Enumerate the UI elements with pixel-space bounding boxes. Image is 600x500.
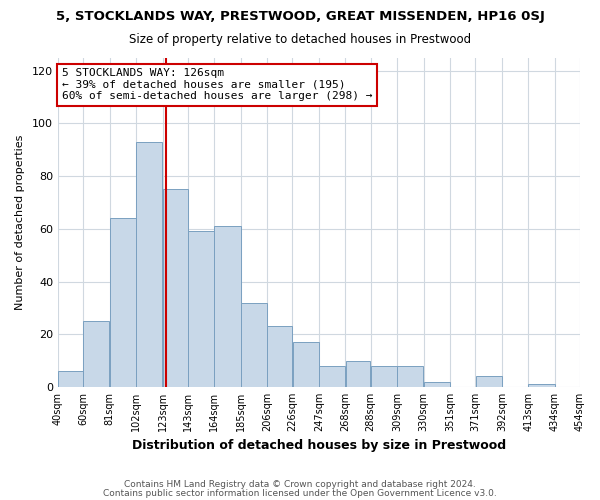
- Bar: [214, 226, 241, 387]
- Bar: [346, 360, 370, 387]
- Text: Size of property relative to detached houses in Prestwood: Size of property relative to detached ho…: [129, 32, 471, 46]
- Text: Contains HM Land Registry data © Crown copyright and database right 2024.: Contains HM Land Registry data © Crown c…: [124, 480, 476, 489]
- Bar: [319, 366, 345, 387]
- Bar: [268, 326, 292, 387]
- Bar: [476, 376, 502, 387]
- Bar: [397, 366, 424, 387]
- Y-axis label: Number of detached properties: Number of detached properties: [15, 134, 25, 310]
- Bar: [293, 342, 319, 387]
- Bar: [424, 382, 450, 387]
- Text: 5, STOCKLANDS WAY, PRESTWOOD, GREAT MISSENDEN, HP16 0SJ: 5, STOCKLANDS WAY, PRESTWOOD, GREAT MISS…: [56, 10, 544, 23]
- Bar: [188, 232, 214, 387]
- Bar: [136, 142, 163, 387]
- Bar: [371, 366, 397, 387]
- Bar: [83, 321, 109, 387]
- Bar: [163, 190, 188, 387]
- Bar: [241, 302, 267, 387]
- X-axis label: Distribution of detached houses by size in Prestwood: Distribution of detached houses by size …: [132, 440, 506, 452]
- Bar: [529, 384, 554, 387]
- Bar: [110, 218, 136, 387]
- Text: 5 STOCKLANDS WAY: 126sqm
← 39% of detached houses are smaller (195)
60% of semi-: 5 STOCKLANDS WAY: 126sqm ← 39% of detach…: [62, 68, 372, 101]
- Bar: [58, 371, 83, 387]
- Text: Contains public sector information licensed under the Open Government Licence v3: Contains public sector information licen…: [103, 490, 497, 498]
